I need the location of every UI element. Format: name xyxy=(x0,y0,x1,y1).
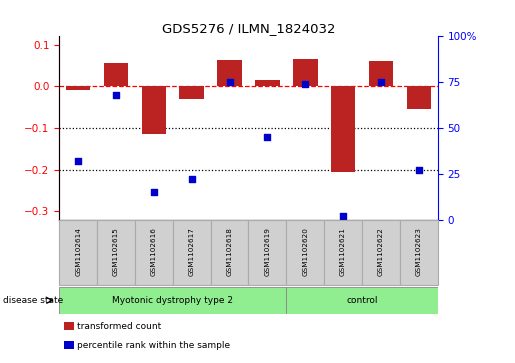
Text: transformed count: transformed count xyxy=(77,322,161,331)
Bar xyxy=(293,59,318,86)
Bar xyxy=(362,220,400,285)
Point xyxy=(339,213,347,219)
Bar xyxy=(104,64,128,86)
Text: GSM1102618: GSM1102618 xyxy=(227,227,233,276)
Text: GSM1102615: GSM1102615 xyxy=(113,227,119,276)
Text: disease state: disease state xyxy=(3,296,63,305)
Point xyxy=(263,134,271,140)
Text: GSM1102619: GSM1102619 xyxy=(264,227,270,276)
Text: GSM1102617: GSM1102617 xyxy=(188,227,195,276)
Text: GSM1102621: GSM1102621 xyxy=(340,227,346,276)
Text: percentile rank within the sample: percentile rank within the sample xyxy=(77,341,230,350)
Bar xyxy=(97,220,135,285)
Bar xyxy=(400,220,438,285)
Text: GSM1102620: GSM1102620 xyxy=(302,227,308,276)
Bar xyxy=(324,220,362,285)
Bar xyxy=(173,220,211,285)
Point xyxy=(377,79,385,85)
Bar xyxy=(248,220,286,285)
Text: GSM1102614: GSM1102614 xyxy=(75,227,81,276)
Text: GSM1102623: GSM1102623 xyxy=(416,227,422,276)
Point xyxy=(415,167,423,173)
Point xyxy=(187,176,196,182)
Point xyxy=(74,158,82,164)
Bar xyxy=(59,287,286,314)
Bar xyxy=(211,220,248,285)
Title: GDS5276 / ILMN_1824032: GDS5276 / ILMN_1824032 xyxy=(162,22,335,35)
Bar xyxy=(217,60,242,86)
Bar xyxy=(369,61,393,86)
Point xyxy=(301,81,310,87)
Bar xyxy=(255,80,280,86)
Text: Myotonic dystrophy type 2: Myotonic dystrophy type 2 xyxy=(112,296,233,305)
Point xyxy=(112,92,120,98)
Bar xyxy=(179,86,204,99)
Bar xyxy=(286,287,438,314)
Bar xyxy=(331,86,355,172)
Bar xyxy=(286,220,324,285)
Bar xyxy=(142,86,166,134)
Point xyxy=(150,189,158,195)
Point xyxy=(226,79,234,85)
Bar xyxy=(66,86,91,90)
Bar xyxy=(135,220,173,285)
Text: GSM1102616: GSM1102616 xyxy=(151,227,157,276)
Text: GSM1102622: GSM1102622 xyxy=(378,227,384,276)
Bar xyxy=(59,220,97,285)
Text: control: control xyxy=(346,296,378,305)
Bar xyxy=(406,86,431,109)
